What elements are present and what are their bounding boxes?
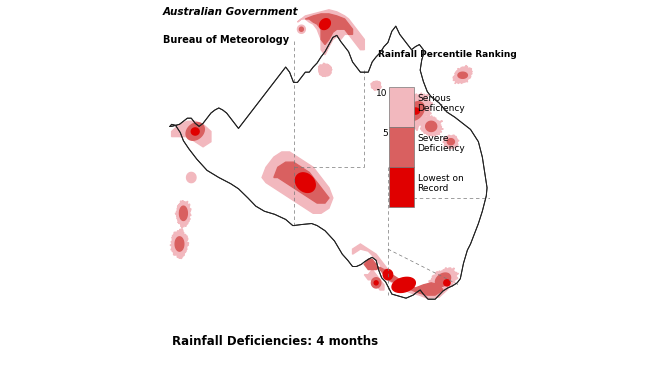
Polygon shape (392, 277, 415, 292)
Text: 5: 5 (382, 129, 388, 138)
Polygon shape (421, 116, 443, 137)
Polygon shape (411, 108, 419, 114)
Polygon shape (262, 152, 333, 213)
Text: Lowest on
Record: Lowest on Record (417, 174, 463, 194)
Polygon shape (179, 206, 187, 220)
Polygon shape (318, 63, 332, 76)
Text: 10: 10 (376, 89, 388, 98)
Text: Rainfall Percentile Ranking: Rainfall Percentile Ranking (378, 50, 517, 59)
Polygon shape (191, 128, 199, 135)
Polygon shape (384, 269, 393, 280)
Text: Bureau of Meteorology: Bureau of Meteorology (163, 35, 289, 45)
Polygon shape (175, 237, 184, 251)
Polygon shape (274, 162, 329, 203)
Text: Serious
Deficiency: Serious Deficiency (417, 94, 465, 113)
Polygon shape (320, 19, 330, 30)
FancyBboxPatch shape (389, 127, 414, 167)
Polygon shape (298, 25, 305, 33)
Polygon shape (295, 173, 315, 193)
Polygon shape (306, 14, 352, 45)
Polygon shape (436, 273, 450, 287)
Text: Rainfall Deficiencies: 4 months: Rainfall Deficiencies: 4 months (172, 335, 378, 348)
Polygon shape (428, 268, 458, 293)
FancyBboxPatch shape (389, 87, 414, 127)
Polygon shape (426, 121, 437, 131)
Polygon shape (371, 81, 382, 90)
Polygon shape (371, 278, 381, 288)
Polygon shape (365, 269, 384, 290)
Polygon shape (298, 10, 365, 55)
FancyBboxPatch shape (389, 167, 414, 207)
Text: Severe
Deficiency: Severe Deficiency (417, 134, 465, 153)
Polygon shape (170, 229, 188, 259)
Polygon shape (176, 201, 191, 228)
Polygon shape (399, 93, 433, 131)
Polygon shape (352, 244, 451, 298)
Polygon shape (187, 172, 196, 183)
Polygon shape (458, 72, 467, 78)
Polygon shape (186, 123, 204, 140)
Polygon shape (447, 139, 454, 145)
Polygon shape (453, 65, 473, 84)
Polygon shape (170, 26, 487, 299)
Polygon shape (443, 135, 459, 149)
Polygon shape (300, 27, 304, 31)
Polygon shape (172, 121, 211, 147)
Polygon shape (444, 280, 450, 286)
Polygon shape (374, 281, 378, 285)
Text: Australian Government: Australian Government (163, 7, 299, 17)
Polygon shape (365, 259, 443, 295)
Polygon shape (407, 102, 424, 120)
